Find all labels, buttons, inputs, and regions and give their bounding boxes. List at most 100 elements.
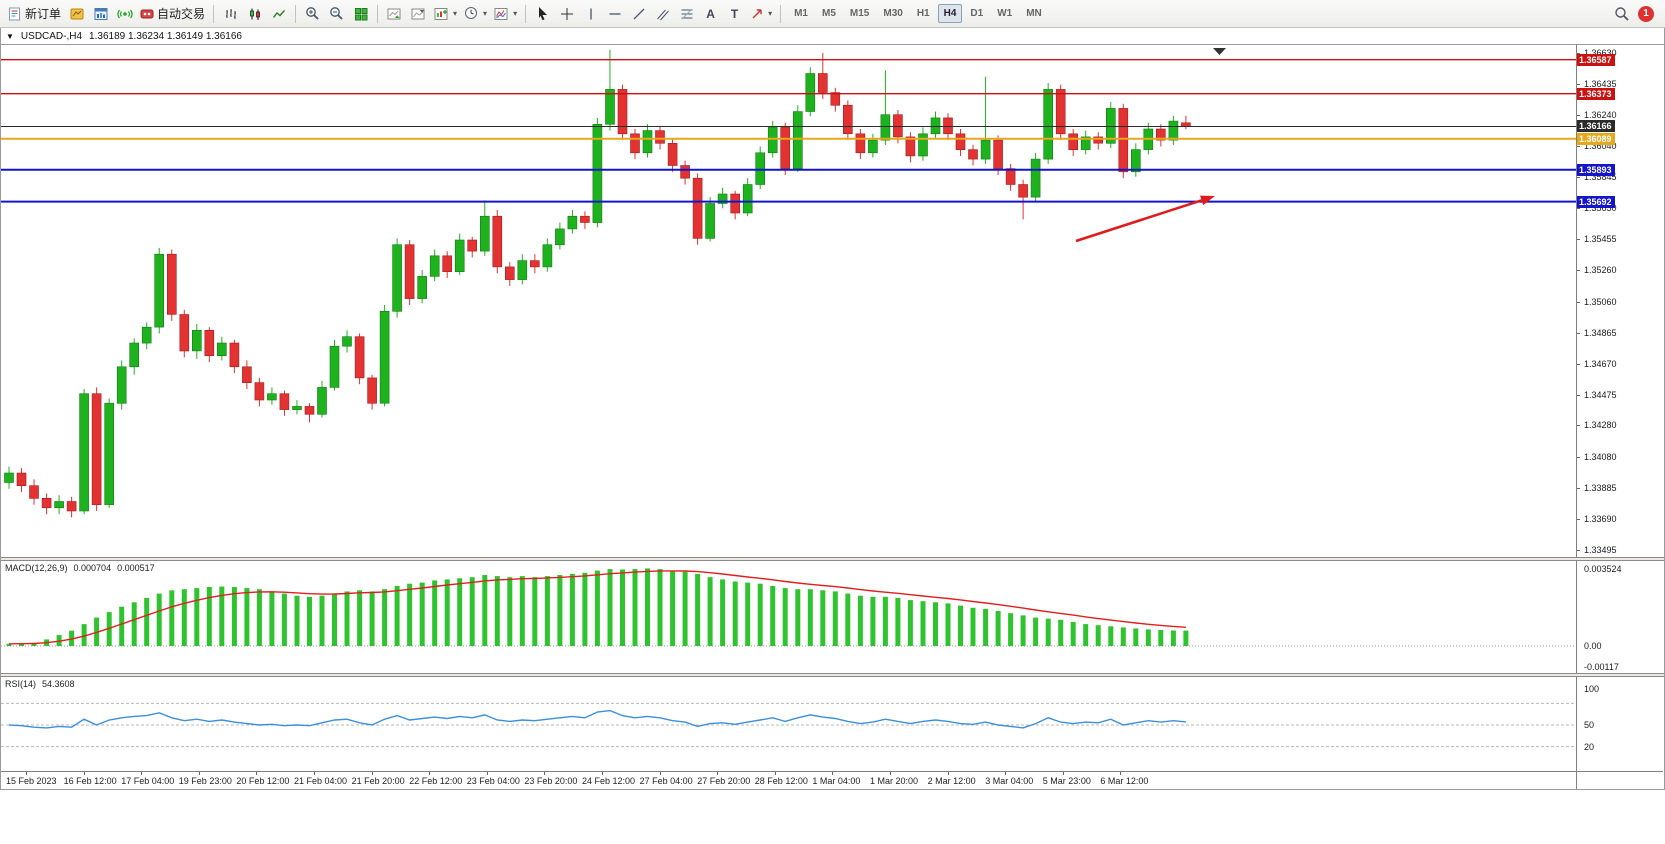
timeframe-d1[interactable]: D1 bbox=[970, 8, 984, 19]
timeframe-m1[interactable]: M1 bbox=[794, 8, 808, 19]
price-tick-mark bbox=[1577, 239, 1580, 241]
toolbar-separator bbox=[525, 4, 527, 23]
main-chart-svg[interactable] bbox=[1, 45, 1576, 557]
time-axis[interactable]: 15 Feb 2023 16 Feb 12:00 17 Feb 04:00 19 Fe… bbox=[1, 771, 1576, 789]
price-tick: 1.35260 bbox=[1584, 265, 1617, 276]
price-badge-pivot: 1.36089 bbox=[1577, 132, 1615, 145]
chart-shift-icon bbox=[411, 8, 425, 19]
time-label: 21 Feb 20:00 bbox=[351, 776, 405, 786]
rsi-title: RSI(14) bbox=[5, 679, 37, 689]
chart-window-icon bbox=[94, 7, 108, 20]
price-tick-mark bbox=[1577, 83, 1580, 85]
panel-divider[interactable] bbox=[1, 673, 1664, 677]
horizontal-line-button[interactable] bbox=[603, 3, 626, 25]
horizontal-line-icon bbox=[609, 12, 621, 15]
tools-button[interactable] bbox=[65, 3, 88, 25]
toolbar-separator bbox=[295, 4, 297, 23]
zoom-out-icon bbox=[330, 7, 343, 20]
chart-titlebar: ▼ USDCAD-,H4 1.36189 1.36234 1.36149 1.3… bbox=[1, 28, 1664, 45]
price-axis[interactable]: 1.36630 1.36435 1.36240 1.36040 1.35845 1.356… bbox=[1576, 45, 1663, 557]
bottom-area bbox=[0, 790, 1665, 844]
trend-arrow[interactable] bbox=[1075, 195, 1215, 243]
fibonacci-button[interactable] bbox=[675, 3, 698, 25]
chart-symbol-period: USDCAD-,H4 bbox=[20, 30, 83, 42]
time-tick-mark bbox=[947, 772, 949, 775]
arrows-button[interactable]: ▾ bbox=[747, 3, 775, 25]
macd-svg[interactable] bbox=[1, 561, 1576, 673]
one-click-trading-toggle-icon[interactable]: ▼ bbox=[6, 31, 14, 41]
price-tick-mark bbox=[1577, 363, 1580, 365]
chart-window-button[interactable] bbox=[89, 3, 112, 25]
signal-button[interactable] bbox=[113, 3, 136, 25]
time-label: 2 Mar 12:00 bbox=[927, 776, 976, 786]
vertical-line-button[interactable] bbox=[579, 3, 602, 25]
price-tick-mark bbox=[1577, 425, 1580, 427]
crosshair-icon bbox=[560, 7, 573, 20]
auto-trading-button[interactable]: 自动交易 bbox=[137, 3, 208, 25]
candlestick-chart-icon bbox=[249, 8, 260, 20]
rsi-panel[interactable]: RSI(14) 54.3608 bbox=[1, 677, 1576, 771]
indicators-button[interactable]: ▾ bbox=[491, 3, 520, 25]
auto-scroll-icon bbox=[387, 8, 401, 19]
new-order-label: 新订单 bbox=[25, 7, 62, 21]
auto-trading-icon bbox=[140, 9, 154, 18]
time-label: 24 Feb 12:00 bbox=[582, 776, 636, 786]
rsi-svg[interactable] bbox=[1, 677, 1576, 771]
chart-shift-button[interactable] bbox=[407, 3, 430, 25]
chart-shift-marker[interactable] bbox=[1213, 48, 1226, 55]
tile-windows-button[interactable] bbox=[349, 3, 372, 25]
time-label: 27 Feb 04:00 bbox=[639, 776, 693, 786]
price-tick: 1.34280 bbox=[1584, 420, 1617, 431]
rsi-axis[interactable]: 100 50 20 bbox=[1576, 677, 1663, 771]
price-tick-mark bbox=[1577, 549, 1580, 551]
time-tick-mark bbox=[486, 772, 488, 775]
macd-title: MACD(12,26,9) bbox=[5, 563, 68, 573]
price-badge-resistance: 1.36587 bbox=[1577, 53, 1615, 66]
line-chart-button[interactable] bbox=[267, 3, 290, 25]
candlestick-chart-button[interactable] bbox=[243, 3, 266, 25]
auto-scroll-button[interactable] bbox=[383, 3, 406, 25]
rsi-value: 54.3608 bbox=[42, 679, 75, 689]
new-chart-icon bbox=[434, 7, 448, 20]
search-button[interactable] bbox=[1610, 3, 1633, 25]
price-tick: 1.33885 bbox=[1584, 483, 1617, 494]
channel-button[interactable] bbox=[651, 3, 674, 25]
macd-axis[interactable]: 0.003524 0.00 -0.00117 bbox=[1576, 561, 1663, 673]
time-label: 3 Mar 04:00 bbox=[985, 776, 1034, 786]
timeframe-m30[interactable]: M30 bbox=[883, 8, 903, 19]
time-tick-mark bbox=[774, 772, 776, 775]
panel-divider[interactable] bbox=[1, 557, 1664, 561]
search-icon bbox=[1614, 6, 1629, 21]
timeframe-h1[interactable]: H1 bbox=[916, 8, 930, 19]
bars-chart-button[interactable] bbox=[219, 3, 242, 25]
rsi-label: RSI(14) 54.3608 bbox=[5, 679, 75, 689]
timeframe-m15[interactable]: M15 bbox=[849, 8, 870, 19]
price-tick-mark bbox=[1577, 332, 1580, 334]
zoom-in-button[interactable] bbox=[301, 3, 324, 25]
text-label-button[interactable]: T bbox=[723, 3, 746, 25]
chevron-down-icon: ▾ bbox=[483, 9, 488, 18]
trendline-button[interactable] bbox=[627, 3, 650, 25]
timeframe-w1[interactable]: W1 bbox=[997, 8, 1013, 19]
main-chart[interactable] bbox=[1, 45, 1576, 557]
macd-signal-line bbox=[8, 570, 1186, 645]
timeframe-h4[interactable]: H4 bbox=[937, 4, 963, 23]
new-chart-button[interactable]: ▾ bbox=[431, 3, 460, 25]
time-label: 19 Feb 23:00 bbox=[178, 776, 232, 786]
cursor-button[interactable] bbox=[531, 3, 554, 25]
axis-corner bbox=[1576, 771, 1663, 789]
price-tick: 1.33690 bbox=[1584, 513, 1617, 524]
text-button[interactable]: A bbox=[699, 3, 722, 25]
timeframe-m5[interactable]: M5 bbox=[822, 8, 836, 19]
timeframe-mn[interactable]: MN bbox=[1026, 8, 1042, 19]
macd-panel[interactable]: MACD(12,26,9) 0.000704 0.000517 bbox=[1, 561, 1576, 673]
periods-button[interactable]: ▾ bbox=[461, 3, 490, 25]
fibonacci-icon bbox=[681, 8, 693, 19]
cursor-icon bbox=[539, 7, 548, 21]
notification-badge[interactable]: 1 bbox=[1638, 5, 1654, 22]
new-order-button[interactable]: 新订单 bbox=[5, 3, 64, 25]
text-label-icon: T bbox=[730, 6, 739, 21]
zoom-out-button[interactable] bbox=[325, 3, 348, 25]
crosshair-button[interactable] bbox=[555, 3, 578, 25]
price-tick: 1.35845 bbox=[1584, 172, 1617, 183]
